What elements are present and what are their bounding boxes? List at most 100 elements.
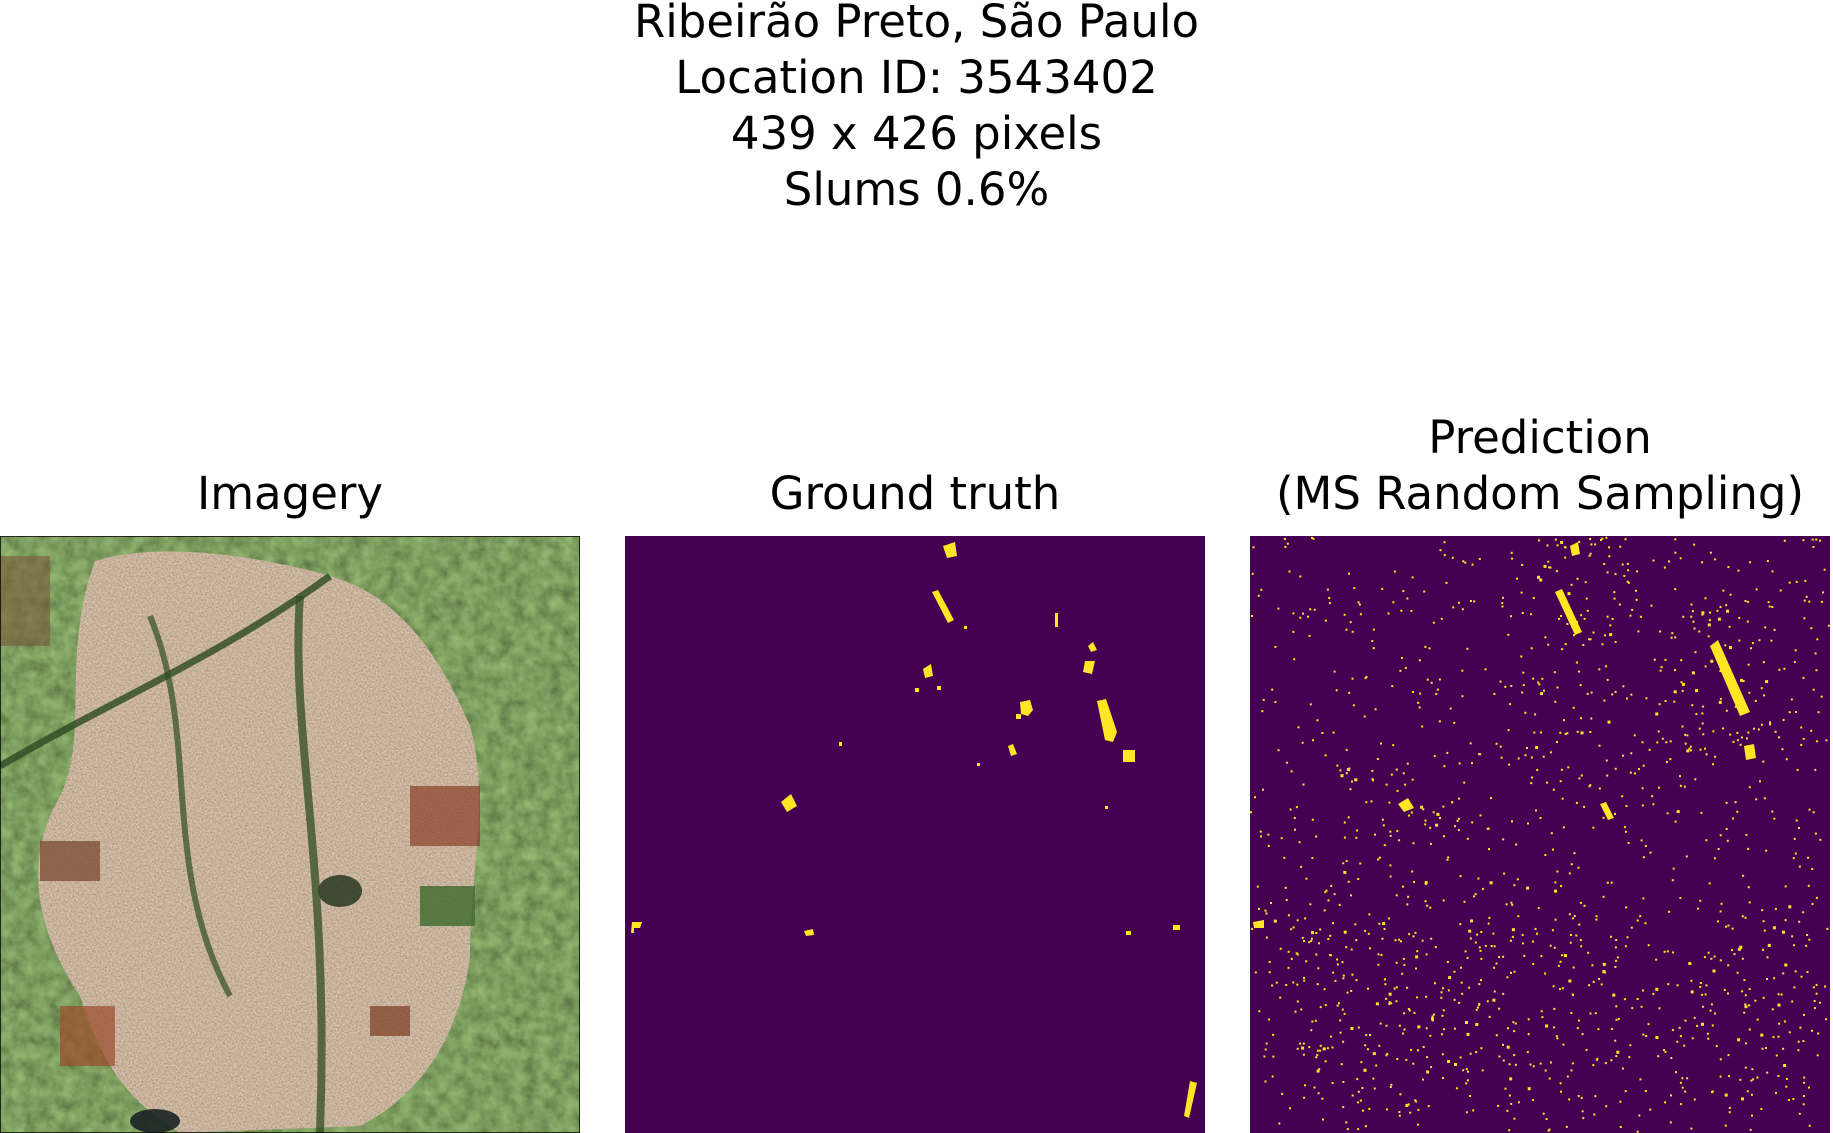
predicted-slum-pixel: [1745, 833, 1748, 836]
predicted-slum-pixel: [1690, 603, 1693, 606]
predicted-slum-pixel: [1304, 917, 1307, 920]
predicted-slum-pixel: [1401, 656, 1403, 659]
predicted-slum-pixel: [1395, 961, 1398, 964]
predicted-slum-pixel: [1598, 744, 1601, 747]
predicted-slum-pixel: [1732, 817, 1735, 820]
predicted-slum-pixel: [1726, 609, 1729, 613]
predicted-slum-pixel: [1311, 536, 1313, 539]
predicted-slum-pixel: [1416, 996, 1419, 999]
predicted-slum-pixel: [1800, 726, 1803, 729]
predicted-slum-pixel: [1495, 962, 1498, 965]
predicted-slum-pixel: [1637, 630, 1640, 633]
predicted-slum-pixel: [1398, 1111, 1401, 1113]
predicted-slum-pixel: [1441, 1053, 1444, 1056]
predicted-slum-pixel: [1771, 1008, 1774, 1011]
predicted-slum-pixel: [1755, 798, 1758, 801]
predicted-slum-pixel: [1674, 820, 1677, 823]
predicted-slum-pixel: [1328, 597, 1331, 599]
predicted-slum-pixel: [1751, 1068, 1754, 1071]
predicted-slum-pixel: [1378, 1044, 1381, 1047]
predicted-slum-pixel: [1669, 758, 1672, 761]
predicted-slum-pixel: [1545, 1024, 1549, 1028]
predicted-slum-pixel: [1434, 982, 1436, 985]
predicted-slum-pixel: [1588, 785, 1591, 788]
predicted-slum-pixel: [1339, 1031, 1342, 1034]
predicted-slum-pixel: [1692, 620, 1695, 623]
predicted-slum-pixel: [1772, 926, 1776, 930]
predicted-slum-pixel: [1406, 986, 1409, 989]
predicted-slum-pixel: [1482, 887, 1484, 890]
figure-title-city: Ribeirão Preto, São Paulo: [634, 0, 1199, 48]
predicted-slum-pixel: [1488, 916, 1491, 919]
predicted-slum-pixel: [1342, 977, 1345, 980]
predicted-slum-pixel: [1345, 748, 1348, 751]
predicted-slum-pixel: [1511, 928, 1515, 932]
predicted-slum-pixel: [1523, 954, 1526, 957]
predicted-slum-pixel: [1683, 1044, 1686, 1047]
predicted-slum-pixel: [1327, 938, 1330, 940]
figure-title-slums-share: Slums 0.6%: [783, 163, 1050, 216]
predicted-slum-pixel: [1460, 966, 1462, 969]
predicted-slum-pixel: [1570, 1069, 1573, 1072]
predicted-slum-pixel: [1639, 1078, 1642, 1081]
predicted-slum-pixel: [1425, 995, 1428, 998]
predicted-slum-pixel: [1475, 1008, 1478, 1011]
predicted-slum-pixel: [1777, 1035, 1780, 1038]
predicted-slum-pixel: [1318, 1068, 1321, 1071]
prediction-panel-title: Prediction (MS Random Sampling): [1250, 410, 1830, 522]
predicted-slum-pixel: [1550, 832, 1553, 835]
predicted-slum-pixel: [1749, 561, 1751, 564]
predicted-slum-pixel: [1597, 1028, 1600, 1031]
predicted-slum-pixel: [1544, 1069, 1547, 1072]
predicted-slum-pixel: [1539, 1062, 1542, 1065]
predicted-slum-pixel: [1384, 983, 1387, 986]
predicted-slum-pixel: [1502, 1043, 1504, 1046]
predicted-slum-pixel: [1814, 652, 1817, 655]
predicted-slum-pixel: [1302, 1042, 1305, 1045]
predicted-slum-pixel: [1479, 949, 1482, 952]
predicted-slum-pixel: [1799, 1026, 1802, 1029]
predicted-slum-pixel: [1317, 967, 1320, 970]
predicted-slum-pixel: [1478, 946, 1481, 949]
predicted-slum-pixel: [1490, 945, 1493, 947]
predicted-slum-pixel: [1412, 842, 1415, 845]
predicted-slum-pixel: [1580, 1096, 1583, 1099]
predicted-slum-pixel: [1713, 955, 1716, 958]
predicted-slum-pixel: [1589, 1012, 1592, 1015]
predicted-slum-pixel: [1672, 951, 1675, 954]
predicted-slum-pixel: [1380, 742, 1382, 745]
predicted-slum-pixel: [1589, 538, 1592, 540]
predicted-slum-pixel: [1780, 993, 1783, 996]
predicted-slum-pixel: [1304, 1084, 1306, 1087]
predicted-slum-pixel: [1590, 543, 1593, 546]
predicted-slum-pixel: [1331, 1082, 1334, 1084]
predicted-slum-pixel: [1645, 1035, 1648, 1037]
predicted-slum-pixel: [1530, 756, 1533, 759]
predicted-slum-pixel: [1652, 803, 1655, 806]
predicted-slum-pixel: [1457, 601, 1460, 604]
predicted-slum-pixel: [1332, 922, 1334, 925]
predicted-slum-pixel: [1364, 929, 1367, 932]
predicted-slum-pixel: [1716, 609, 1719, 612]
predicted-slum-pixel: [1385, 1108, 1388, 1111]
predicted-slum-pixel: [1701, 712, 1704, 715]
predicted-slum-pixel: [1622, 685, 1625, 688]
predicted-slum-pixel: [1626, 936, 1629, 939]
predicted-slum-pixel: [1513, 1117, 1516, 1120]
predicted-slum-pixel: [1424, 645, 1427, 648]
predicted-slum-pixel: [1350, 894, 1352, 897]
predicted-slum-pixel: [1545, 1118, 1548, 1120]
predicted-slum-pixel: [1301, 741, 1304, 744]
predicted-slum-pixel: [1759, 780, 1761, 783]
predicted-slum-pixel: [1717, 920, 1719, 923]
predicted-slum-pixel: [1544, 972, 1547, 975]
predicted-slum-pixel: [1311, 818, 1314, 821]
predicted-slum-pixel: [1812, 986, 1815, 989]
predicted-slum-pixel: [1671, 879, 1674, 882]
predicted-slum-pixel: [1670, 1057, 1673, 1059]
predicted-slum-pixel: [1275, 981, 1278, 984]
predicted-slum-pixel: [1570, 583, 1573, 586]
predicted-slum-pixel: [1471, 762, 1473, 765]
predicted-slum-pixel: [1398, 1114, 1401, 1117]
predicted-slum-pixel: [1446, 858, 1449, 861]
